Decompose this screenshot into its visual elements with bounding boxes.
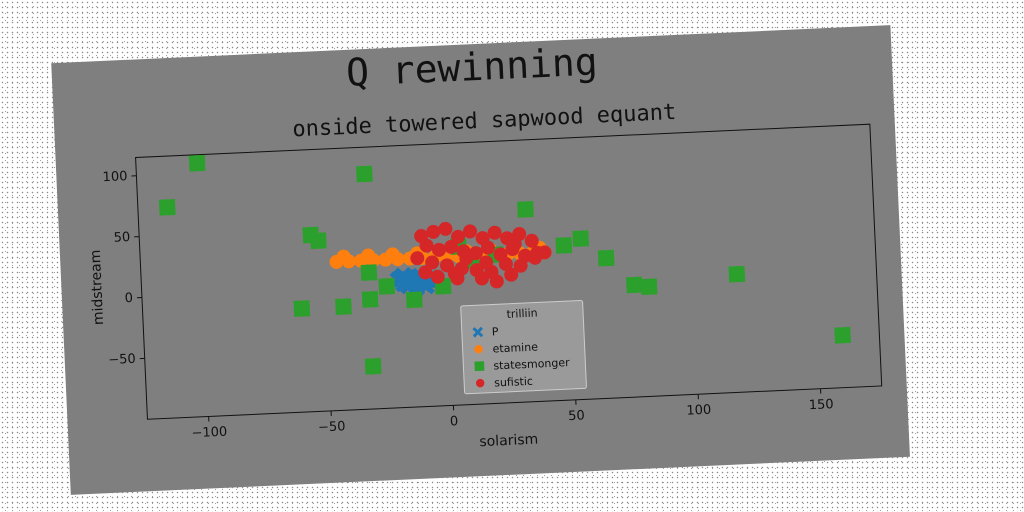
etamine-point	[336, 249, 351, 264]
sufistic-point	[507, 237, 522, 252]
x-axis-label: solarism	[479, 432, 539, 451]
sufistic-point	[489, 274, 504, 289]
P-point	[392, 269, 411, 288]
statesmonger-point	[405, 291, 423, 309]
x-tick-label: −50	[318, 419, 346, 435]
x-tick-label: 150	[809, 397, 834, 413]
sufistic-point	[504, 267, 519, 282]
y-axis-label: midstream	[88, 249, 107, 325]
sufistic-point	[513, 258, 528, 273]
sufistic-point	[444, 239, 459, 254]
sufistic-point	[537, 245, 552, 260]
sufistic-point	[487, 225, 502, 240]
sufistic-point	[451, 229, 466, 244]
sufistic-point	[419, 238, 434, 253]
sufistic-point	[418, 265, 433, 280]
sufistic-point	[463, 224, 478, 239]
sufistic-point	[425, 255, 440, 270]
statesmonger-point	[158, 198, 176, 216]
sufistic-point	[480, 240, 495, 255]
sufistic-point	[431, 242, 446, 257]
legend-marker-statesmonger	[474, 361, 485, 372]
statesmonger-point	[360, 264, 378, 281]
statesmonger-point	[356, 165, 373, 183]
etamine-point	[361, 248, 376, 263]
sufistic-point	[447, 266, 462, 281]
statesmonger-point	[640, 278, 658, 296]
legend-title: trilliin	[506, 306, 538, 320]
statesmonger-point	[188, 154, 206, 172]
y-tick-label: 100	[102, 169, 127, 185]
sufistic-point	[459, 251, 474, 266]
legend-marker-P	[472, 326, 484, 338]
legend-label-etamine: etamine	[492, 340, 538, 355]
x-tick-label: 100	[686, 403, 711, 419]
statesmonger-point	[625, 276, 643, 294]
chart-paper: Q rewinning onside towered sapwood equan…	[51, 25, 910, 495]
sufistic-point	[410, 251, 425, 266]
P-point	[404, 271, 423, 290]
sufistic-point	[498, 256, 513, 271]
legend-label-statesmonger: statesmonger	[493, 356, 570, 372]
statesmonger-point	[597, 249, 615, 267]
etamine-point	[385, 247, 400, 262]
legend-marker-sufistic	[475, 378, 485, 388]
statesmonger-point	[310, 232, 327, 250]
statesmonger-point	[364, 357, 382, 375]
statesmonger-point	[361, 291, 379, 308]
statesmonger-point	[517, 201, 534, 218]
series-sufistic	[410, 221, 552, 289]
data-marks	[158, 154, 851, 375]
statesmonger-point	[572, 230, 590, 247]
sufistic-point	[426, 224, 441, 239]
statesmonger-point	[555, 237, 573, 254]
statesmonger-point	[335, 298, 352, 316]
sufistic-point	[474, 271, 489, 286]
plot-area-frame	[135, 123, 883, 420]
sufistic-point	[479, 255, 494, 270]
legend-marker-etamine	[474, 344, 483, 354]
y-tick-label: 0	[124, 291, 133, 306]
sufistic-point	[430, 269, 445, 284]
statesmonger-point	[834, 326, 851, 344]
sufistic-point	[524, 233, 539, 248]
axis-ticks: −100 −50 0 50 100 150 −50 0 50 100	[102, 169, 834, 442]
statesmonger-point	[378, 278, 396, 295]
y-tick-label: −50	[108, 352, 136, 368]
y-tick-label: 50	[113, 230, 130, 246]
x-tick-label: −100	[191, 425, 227, 442]
legend-label-sufistic: sufistic	[494, 375, 533, 390]
legend-box	[460, 299, 587, 395]
statesmonger-point	[293, 300, 311, 317]
x-tick-label: 0	[450, 414, 459, 429]
x-tick-label: 50	[568, 408, 585, 424]
statesmonger-point	[728, 265, 746, 283]
legend-label-P: P	[492, 325, 500, 338]
sufistic-point	[438, 221, 453, 236]
